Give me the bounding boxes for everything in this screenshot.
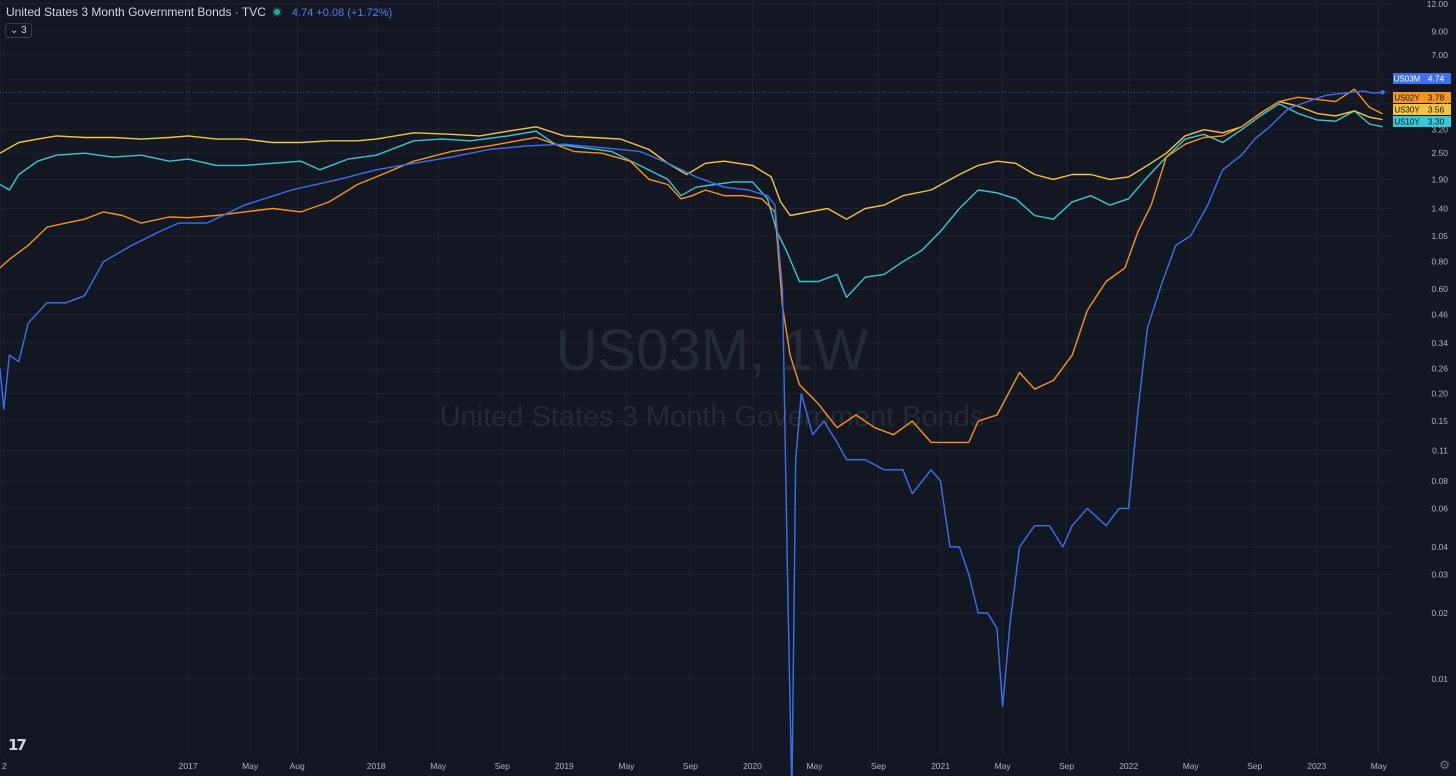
y-tick-label: 0.80 (1431, 257, 1448, 267)
y-tick-label: 0.46 (1431, 309, 1448, 319)
series-value-label: 3.30 (1428, 117, 1445, 127)
x-tick-label: May (995, 761, 1012, 771)
y-tick-label: 0.02 (1431, 608, 1448, 618)
series-line-us03m[interactable] (0, 90, 1383, 776)
x-tick-label: 2022 (1119, 761, 1138, 771)
x-tick-label: 2017 (179, 761, 198, 771)
x-tick-label: Sep (871, 761, 886, 771)
x-tick-label: 2018 (367, 761, 386, 771)
watermark: US03M, 1W United States 3 Month Governme… (440, 318, 985, 433)
price-quote: 4.74 +0.08 (+1.72%) (291, 7, 393, 19)
y-tick-label: 0.26 (1431, 364, 1448, 374)
gear-icon[interactable]: ⚙ (1439, 758, 1450, 772)
y-tick-label: 0.03 (1431, 569, 1448, 579)
y-tick-label: 1.90 (1431, 174, 1448, 184)
y-tick-label: 0.20 (1431, 389, 1448, 399)
time-axis[interactable]: 2 2017 May Aug 2018 May Sep 2019 May Sep 2020 May Se… (2, 761, 1388, 771)
x-tick-label: May (806, 761, 823, 771)
series-line-us30y[interactable] (0, 100, 1383, 220)
y-tick-label: 3.20 (1431, 125, 1448, 135)
indicators-count: 3 (21, 25, 27, 36)
x-tick-label: Aug (290, 761, 305, 771)
x-tick-label: 2 (2, 761, 7, 771)
series-name-label: US03M (1394, 75, 1421, 84)
last-point-marker (1380, 90, 1385, 95)
y-tick-label: 0.60 (1431, 284, 1448, 294)
series-line-us02y[interactable] (0, 88, 1383, 444)
watermark-symbol: US03M, 1W (556, 318, 869, 383)
y-tick-label: 0.06 (1431, 503, 1448, 513)
y-tick-label: 0.34 (1431, 338, 1448, 348)
series-value-label: 4.74 (1428, 74, 1445, 84)
x-tick-label: Sep (683, 761, 698, 771)
series-value-labels: US03M 4.74 US02Y 3.78 US30Y 3.56 US10Y 3.30 (1393, 73, 1451, 127)
y-tick-label: 0.15 (1431, 416, 1448, 426)
series-value-label: 3.78 (1428, 93, 1445, 103)
x-tick-label: 2023 (1307, 761, 1326, 771)
series-name-label: US10Y (1394, 118, 1420, 127)
series-label-us02y: US02Y 3.78 (1393, 92, 1451, 103)
series-label-us03m: US03M 4.74 (1393, 73, 1451, 84)
x-tick-label: 2021 (931, 761, 950, 771)
symbol-title[interactable]: United States 3 Month Government Bonds ·… (6, 5, 266, 19)
series-line-us10y[interactable] (0, 103, 1383, 299)
x-tick-label: May (430, 761, 447, 771)
symbol-header[interactable]: United States 3 Month Government Bonds ·… (6, 5, 392, 19)
chart-grid (0, 0, 1392, 755)
x-tick-label: Sep (1247, 761, 1262, 771)
y-tick-label: 2.50 (1431, 148, 1448, 158)
y-tick-label: 1.40 (1431, 203, 1448, 213)
y-tick-label: 4.20 (1431, 99, 1448, 109)
y-tick-label: 0.08 (1431, 476, 1448, 486)
y-tick-label: 9.00 (1431, 26, 1448, 36)
y-tick-label: 7.00 (1431, 50, 1448, 60)
series-layer (0, 88, 1385, 776)
y-tick-label: 0.11 (1432, 446, 1448, 456)
chevron-down-icon: ⌄ (10, 25, 19, 36)
y-tick-label: 0.01 (1431, 674, 1448, 684)
x-tick-label: May (1371, 761, 1388, 771)
x-tick-label: May (242, 761, 259, 771)
tradingview-logo-icon[interactable]: 17 (8, 736, 27, 754)
watermark-description: United States 3 Month Government Bonds (440, 401, 985, 433)
x-tick-label: May (1183, 761, 1200, 771)
indicators-collapse-button[interactable]: ⌄ 3 (5, 23, 32, 38)
y-tick-label: 1.05 (1431, 231, 1448, 241)
price-axis[interactable]: 12.009.007.005.404.203.202.501.901.401.0… (1427, 0, 1449, 684)
series-label-us10y: US10Y 3.30 (1393, 116, 1451, 127)
x-tick-label: Sep (1059, 761, 1074, 771)
x-tick-label: 2020 (743, 761, 762, 771)
series-label-us30y: US30Y 3.56 (1393, 104, 1451, 115)
x-tick-label: Sep (495, 761, 510, 771)
x-tick-label: May (618, 761, 635, 771)
y-tick-label: 0.04 (1431, 542, 1448, 552)
series-name-label: US02Y (1394, 94, 1420, 103)
series-value-label: 3.56 (1428, 105, 1445, 115)
market-status-icon (273, 9, 280, 16)
y-tick-label: 12.00 (1427, 0, 1449, 9)
x-tick-label: 2019 (555, 761, 574, 771)
series-name-label: US30Y (1394, 106, 1420, 115)
